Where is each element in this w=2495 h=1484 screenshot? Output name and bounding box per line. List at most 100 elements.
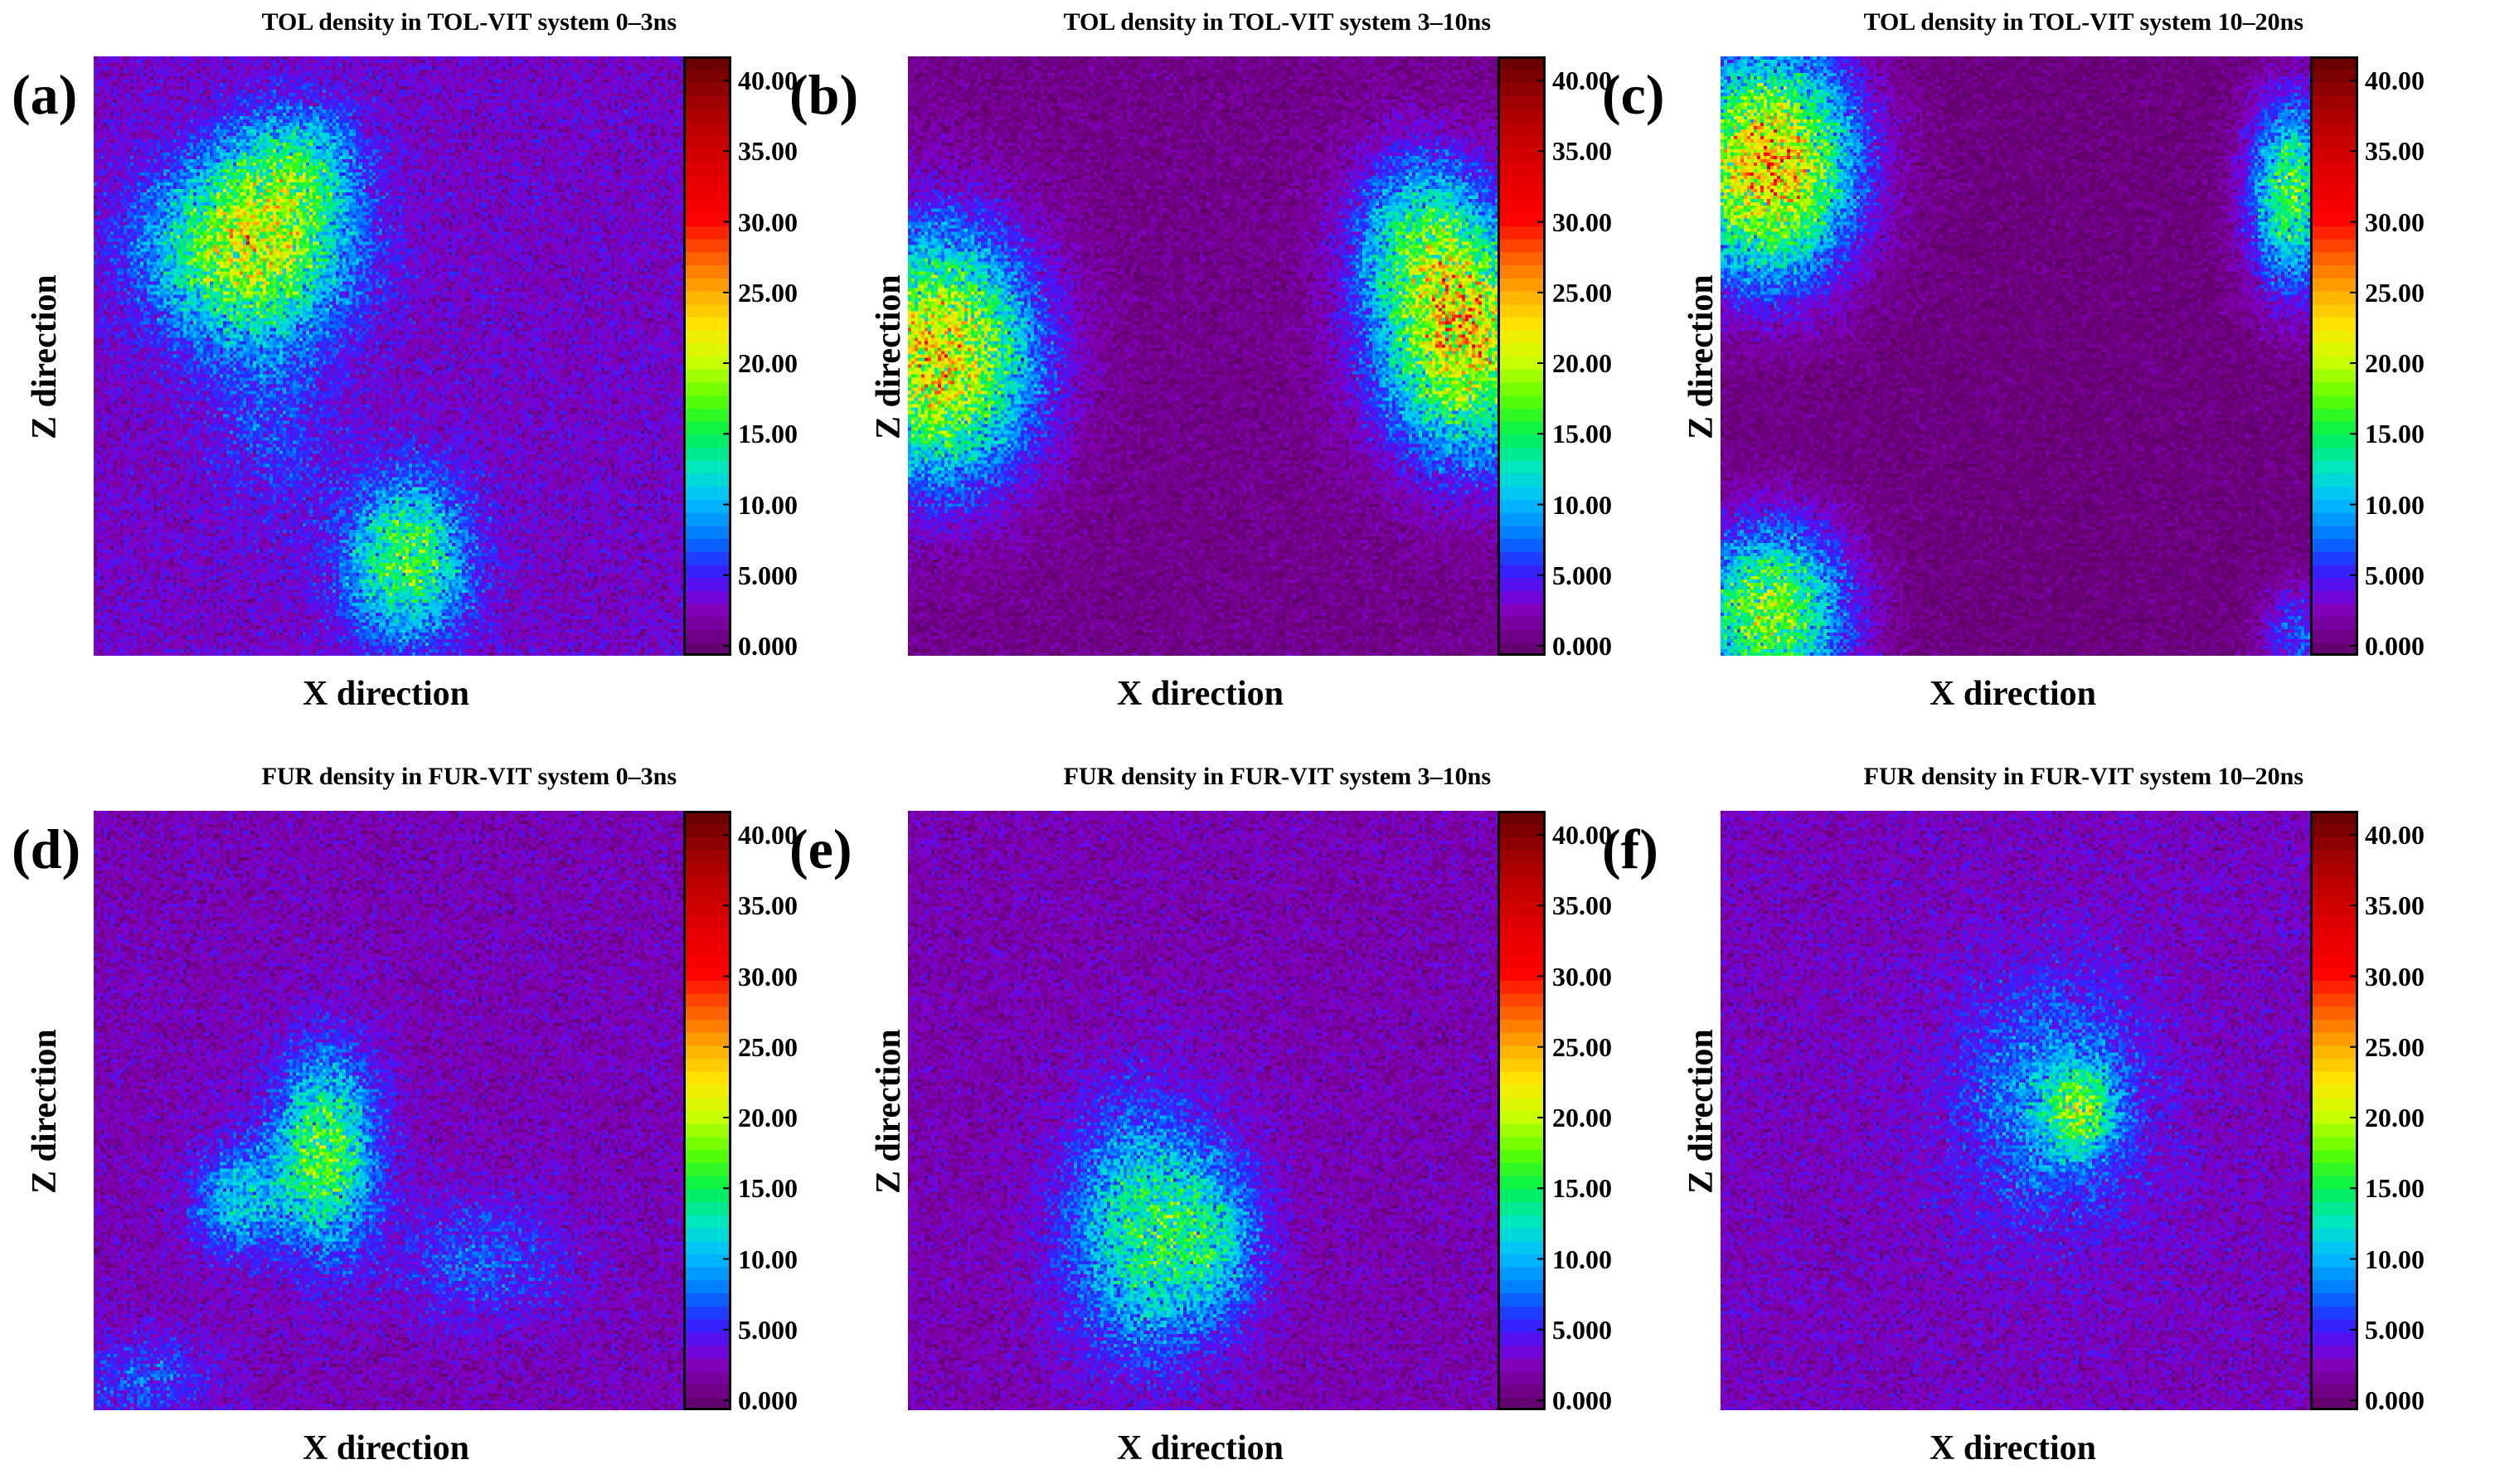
colorbar-band	[2310, 1032, 2358, 1046]
density-heatmap	[1721, 56, 2311, 656]
colorbar-band	[1497, 356, 1546, 370]
colorbar-band	[683, 160, 731, 175]
colorbar-band	[2310, 1306, 2358, 1320]
chart-title: FUR density in FUR-VIT system 10–20ns	[1863, 763, 2303, 790]
colorbar-band	[2310, 577, 2358, 592]
colorbar-band	[2310, 108, 2358, 123]
colorbar-band	[1497, 525, 1546, 540]
colorbar-band	[683, 1292, 731, 1307]
colorbar-band	[1497, 460, 1546, 474]
colorbar-band	[1497, 121, 1546, 135]
colorbar-tick-label: 5.000	[2365, 560, 2425, 590]
colorbar-band	[683, 187, 731, 201]
colorbar-band	[2310, 381, 2358, 396]
colorbar-tick-label: 0.000	[2365, 1385, 2425, 1415]
colorbar-band	[683, 381, 731, 396]
colorbar-tick-label: 10.00	[738, 489, 798, 520]
colorbar-band	[683, 290, 731, 305]
colorbar-band	[2310, 1110, 2358, 1124]
density-heatmap	[94, 811, 684, 1410]
colorbar-band	[1497, 69, 1546, 84]
colorbar-tick-label: 0.000	[2365, 631, 2425, 661]
colorbar-band	[683, 590, 731, 604]
colorbar-band	[683, 278, 731, 292]
colorbar-tick-label: 40.00	[1552, 65, 1612, 96]
colorbar-tick-label: 25.00	[2365, 1031, 2425, 1062]
colorbar-band	[1497, 264, 1546, 279]
colorbar-band	[2310, 395, 2358, 409]
colorbar-band	[2310, 290, 2358, 305]
colorbar-band	[2310, 434, 2358, 449]
colorbar-band	[683, 889, 731, 903]
colorbar-band	[2310, 1215, 2358, 1229]
colorbar-band	[683, 447, 731, 461]
colorbar-band	[1497, 551, 1546, 565]
colorbar-band	[2310, 993, 2358, 1007]
chart-panel: FUR density in FUR-VIT system 3–10ns (e) 0…	[789, 754, 1635, 1484]
colorbar-band	[1497, 108, 1546, 123]
colorbar-band	[683, 369, 731, 383]
colorbar-band	[1497, 1279, 1546, 1294]
chart-title: TOL density in TOL-VIT system 3–10ns	[1063, 8, 1491, 36]
colorbar-band	[683, 303, 731, 318]
colorbar-band	[2310, 1279, 2358, 1294]
colorbar-band	[2310, 953, 2358, 968]
colorbar-band	[1497, 251, 1546, 266]
y-axis-label: Z direction	[26, 274, 64, 439]
colorbar-band	[683, 395, 731, 409]
colorbar-band	[2310, 914, 2358, 929]
colorbar-band	[2310, 173, 2358, 187]
colorbar-band	[683, 421, 731, 435]
colorbar-band	[1497, 1254, 1546, 1268]
colorbar-band	[1497, 941, 1546, 955]
colorbar-tick-label: 30.00	[2365, 206, 2425, 237]
colorbar-band	[1497, 1306, 1546, 1320]
colorbar-band	[683, 473, 731, 487]
colorbar-band	[683, 1071, 731, 1085]
colorbar-band	[683, 499, 731, 513]
colorbar-tick-label: 15.00	[2365, 419, 2425, 449]
colorbar-band	[2310, 1058, 2358, 1072]
colorbar-band	[2310, 82, 2358, 96]
colorbar-band	[683, 434, 731, 449]
y-axis-label: Z direction	[26, 1028, 64, 1194]
colorbar-band	[2310, 1201, 2358, 1215]
colorbar-band	[2310, 342, 2358, 357]
colorbar-band	[683, 148, 731, 162]
colorbar-band	[1497, 148, 1546, 162]
colorbar-band	[1497, 1227, 1546, 1242]
colorbar-band	[683, 226, 731, 240]
colorbar-band	[683, 875, 731, 890]
colorbar-tick-label: 35.00	[738, 136, 798, 167]
colorbar-band	[1497, 1071, 1546, 1085]
colorbar-band	[683, 538, 731, 552]
colorbar-band	[683, 1006, 731, 1021]
colorbar-tick-label: 25.00	[1552, 277, 1612, 308]
colorbar-tick-label: 15.00	[738, 1173, 798, 1204]
colorbar-band	[683, 643, 731, 656]
colorbar-band	[683, 212, 731, 226]
colorbar-band	[2310, 823, 2358, 838]
colorbar-tick-label: 0.000	[1552, 1385, 1612, 1415]
colorbar-band	[2310, 1149, 2358, 1163]
colorbar-band	[2310, 226, 2358, 240]
colorbar-tick-label: 15.00	[1552, 419, 1612, 449]
colorbar-band	[1497, 421, 1546, 435]
colorbar-band	[1497, 538, 1546, 552]
y-axis-label: Z direction	[1682, 274, 1721, 439]
colorbar-band	[2310, 564, 2358, 579]
colorbar-tick-label: 35.00	[2365, 890, 2425, 921]
colorbar-band	[1497, 330, 1546, 344]
colorbar-band	[1497, 447, 1546, 461]
colorbar-border	[683, 56, 731, 656]
colorbar-tick-label: 10.00	[2365, 489, 2425, 520]
colorbar-band	[2310, 212, 2358, 226]
colorbar-band	[2310, 356, 2358, 370]
panel-label: (d)	[12, 817, 81, 880]
colorbar	[2310, 56, 2358, 656]
x-axis-label: X direction	[303, 1429, 470, 1467]
colorbar-band	[2310, 317, 2358, 331]
colorbar-band	[1497, 1019, 1546, 1033]
colorbar-band	[683, 239, 731, 253]
colorbar-band	[2310, 837, 2358, 851]
